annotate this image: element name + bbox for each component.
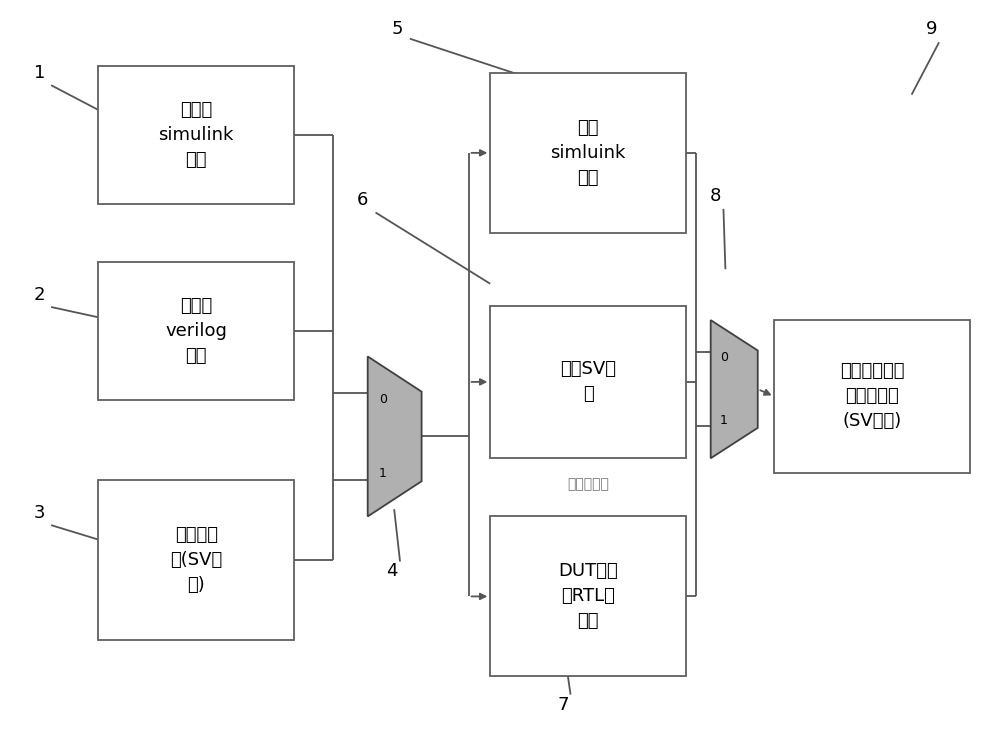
FancyBboxPatch shape: [490, 516, 686, 677]
Text: 结果比对器、
结果检查器
(SV代码): 结果比对器、 结果检查器 (SV代码): [840, 362, 905, 430]
FancyBboxPatch shape: [98, 65, 294, 204]
FancyBboxPatch shape: [774, 320, 970, 473]
FancyBboxPatch shape: [98, 262, 294, 400]
Text: 7: 7: [558, 697, 569, 715]
FancyBboxPatch shape: [490, 73, 686, 233]
Text: 0: 0: [720, 351, 728, 364]
Text: 激励发生
器(SV代
码): 激励发生 器(SV代 码): [170, 526, 222, 594]
Text: 标签SV模
型: 标签SV模 型: [560, 361, 616, 404]
Text: 3: 3: [34, 504, 45, 522]
Text: 9: 9: [925, 20, 937, 39]
Text: 1: 1: [379, 467, 387, 480]
Polygon shape: [711, 320, 758, 459]
Text: 8: 8: [710, 188, 721, 206]
Text: 1: 1: [34, 64, 45, 82]
Text: 阅读器
verilog
模型: 阅读器 verilog 模型: [165, 297, 227, 365]
Text: 验证工程师: 验证工程师: [567, 476, 609, 490]
Text: 0: 0: [379, 393, 387, 406]
Text: 标签
simluink
模型: 标签 simluink 模型: [551, 119, 626, 187]
Polygon shape: [368, 356, 422, 516]
Text: 2: 2: [34, 286, 45, 303]
FancyBboxPatch shape: [98, 480, 294, 640]
Text: 4: 4: [386, 562, 398, 580]
Text: DUT（标
签RTL代
码）: DUT（标 签RTL代 码）: [558, 562, 618, 631]
Text: 6: 6: [357, 191, 368, 209]
Text: 1: 1: [720, 415, 728, 427]
Text: 阅读器
simulink
模型: 阅读器 simulink 模型: [159, 101, 234, 168]
FancyBboxPatch shape: [490, 306, 686, 459]
Text: 5: 5: [391, 20, 403, 39]
